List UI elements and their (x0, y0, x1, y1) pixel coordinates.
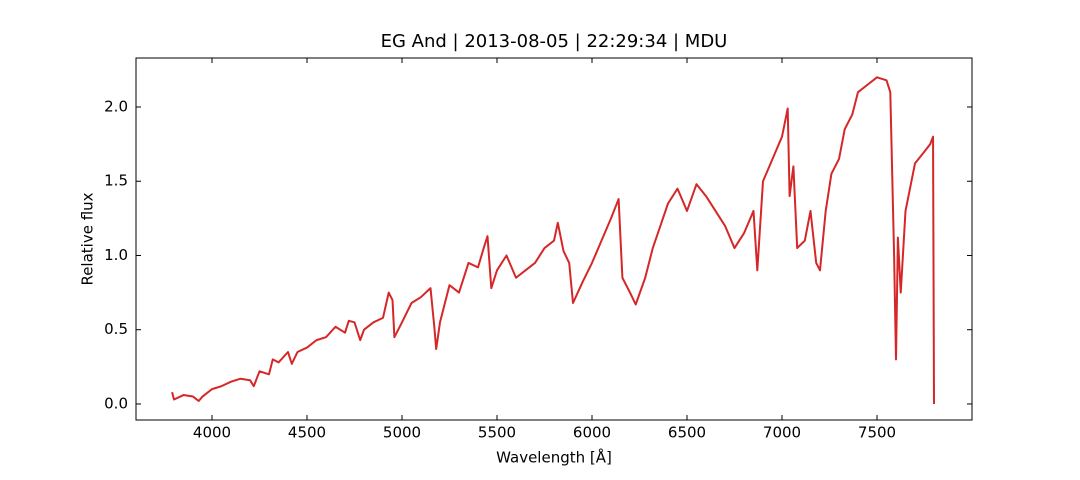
x-tick-label: 6000 (573, 424, 611, 442)
y-tick-label: 0.0 (104, 394, 128, 412)
x-axis-label: Wavelength [Å] (496, 448, 612, 467)
y-axis-label: Relative flux (79, 192, 97, 285)
x-tick-label: 4500 (288, 424, 326, 442)
x-tick-label: 7500 (858, 424, 896, 442)
x-tick-label: 6500 (668, 424, 706, 442)
y-tick-label: 1.5 (104, 172, 128, 190)
y-tick-label: 2.0 (104, 97, 128, 115)
x-tick-label: 5000 (383, 424, 421, 442)
x-tick-label: 7000 (763, 424, 801, 442)
chart-title: EG And | 2013-08-05 | 22:29:34 | MDU (381, 31, 728, 52)
y-tick-label: 1.0 (104, 246, 128, 264)
spectrum-line (171, 76, 935, 404)
plot-frame (135, 57, 973, 421)
x-tick-label: 5500 (478, 424, 516, 442)
y-tick-label: 0.5 (104, 320, 128, 338)
x-tick-label: 4000 (193, 424, 231, 442)
